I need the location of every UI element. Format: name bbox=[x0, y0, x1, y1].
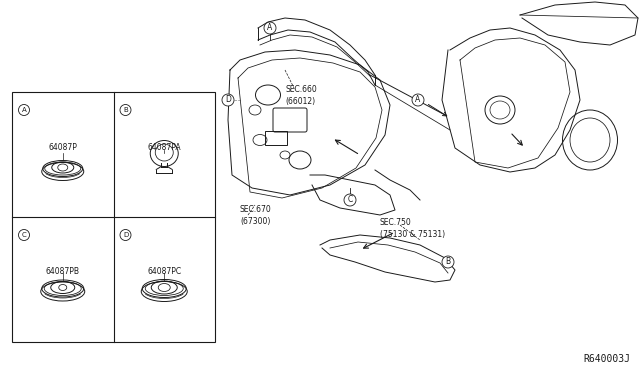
Circle shape bbox=[412, 94, 424, 106]
Circle shape bbox=[19, 105, 29, 115]
Text: C: C bbox=[22, 232, 26, 238]
Text: SEC.660
(66012): SEC.660 (66012) bbox=[285, 85, 317, 106]
Circle shape bbox=[120, 230, 131, 241]
Text: A: A bbox=[415, 96, 420, 105]
Circle shape bbox=[222, 94, 234, 106]
Circle shape bbox=[19, 230, 29, 241]
Text: 64087P: 64087P bbox=[48, 142, 77, 151]
Text: 64087PA: 64087PA bbox=[147, 142, 181, 151]
Text: A: A bbox=[268, 23, 273, 32]
Text: SEC.750
(75130 & 75131): SEC.750 (75130 & 75131) bbox=[380, 218, 445, 239]
Text: C: C bbox=[348, 196, 353, 205]
Text: A: A bbox=[22, 107, 26, 113]
Text: D: D bbox=[123, 232, 128, 238]
Circle shape bbox=[264, 22, 276, 34]
Text: 64087PB: 64087PB bbox=[45, 267, 80, 276]
Text: B: B bbox=[123, 107, 128, 113]
Text: B: B bbox=[445, 257, 451, 266]
Circle shape bbox=[442, 256, 454, 268]
Text: D: D bbox=[225, 96, 231, 105]
Circle shape bbox=[344, 194, 356, 206]
Text: 64087PC: 64087PC bbox=[147, 267, 181, 276]
Circle shape bbox=[120, 105, 131, 115]
Text: SEC.670
(67300): SEC.670 (67300) bbox=[240, 205, 272, 226]
Bar bbox=[265, 131, 287, 145]
Bar bbox=[12, 92, 215, 342]
Text: R640003J: R640003J bbox=[583, 354, 630, 364]
